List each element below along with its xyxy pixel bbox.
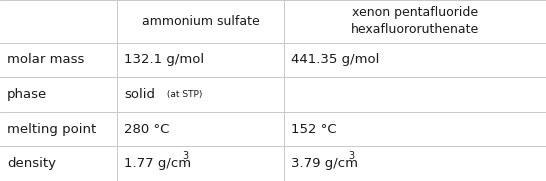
- Text: 3: 3: [348, 151, 354, 161]
- Text: 132.1 g/mol: 132.1 g/mol: [124, 53, 205, 66]
- Text: (at STP): (at STP): [164, 90, 203, 99]
- Text: melting point: melting point: [7, 123, 96, 136]
- Text: 3: 3: [182, 151, 188, 161]
- Text: molar mass: molar mass: [7, 53, 85, 66]
- Text: solid: solid: [124, 88, 156, 101]
- Text: 3.79 g/cm: 3.79 g/cm: [291, 157, 358, 170]
- Text: 152 °C: 152 °C: [291, 123, 337, 136]
- Text: ammonium sulfate: ammonium sulfate: [142, 15, 259, 28]
- Text: xenon pentafluoride
hexafluororuthenate: xenon pentafluoride hexafluororuthenate: [351, 6, 479, 36]
- Text: 441.35 g/mol: 441.35 g/mol: [291, 53, 379, 66]
- Text: density: density: [7, 157, 56, 170]
- Text: 1.77 g/cm: 1.77 g/cm: [124, 157, 192, 170]
- Text: phase: phase: [7, 88, 48, 101]
- Text: 280 °C: 280 °C: [124, 123, 170, 136]
